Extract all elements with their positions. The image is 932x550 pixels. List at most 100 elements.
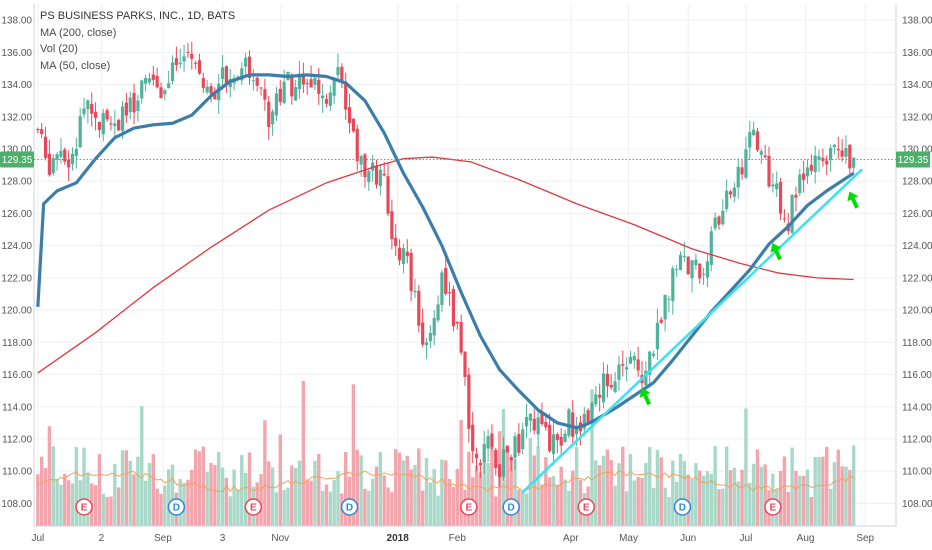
candle-body (748, 132, 752, 148)
volume-bar (155, 488, 159, 526)
arrow-shape (847, 191, 859, 209)
candle-body (490, 433, 494, 448)
volume-bar (721, 488, 725, 526)
event-label: D (173, 503, 180, 514)
volume-bar (109, 496, 113, 526)
volume-bar (397, 452, 402, 526)
y-tick-label-right: 132.00 (902, 112, 932, 123)
volume-bar (55, 478, 59, 526)
candle-body (86, 100, 90, 110)
volume-bar (232, 469, 236, 526)
symbol-title[interactable]: PS BUSINESS PARKS, INC., 1D, BATS (40, 10, 236, 22)
volume-bar (228, 496, 232, 526)
volume-bar (205, 472, 209, 526)
x-tick-label: 2 (99, 533, 105, 544)
volume-bar (713, 446, 717, 526)
volume-bar (259, 474, 263, 526)
y-tick-label-left: 110.00 (2, 467, 32, 478)
event-circle (460, 498, 478, 516)
candle-body (220, 67, 225, 79)
volume-bar (128, 460, 132, 526)
volume-bar (420, 490, 425, 526)
volume-bar (378, 451, 383, 526)
y-tick-label-right: 134.00 (902, 80, 932, 91)
y-tick-label-left: 134.00 (1, 80, 32, 91)
candle-body (55, 154, 59, 160)
volume-bar (147, 463, 152, 526)
volume-bar (447, 478, 452, 526)
candle-body (809, 164, 813, 171)
volume-bar (220, 467, 225, 526)
volume-bar (136, 456, 140, 526)
candle-body (120, 106, 125, 131)
x-tick-label: Jul (31, 533, 44, 544)
candle-body (582, 413, 586, 429)
candle-body (536, 417, 540, 435)
volume-bar (671, 460, 675, 526)
candle-body (297, 73, 302, 90)
candle-body (532, 418, 536, 431)
candle-body (463, 351, 467, 377)
earnings-marker: E (75, 498, 93, 516)
volume-bar (798, 475, 802, 526)
candle-body (625, 367, 629, 370)
volume-bar (778, 471, 783, 526)
candle-body (474, 453, 479, 459)
volume-bar (43, 468, 48, 526)
event-circle (75, 498, 93, 516)
candle-body (78, 116, 82, 148)
volume-bar (344, 452, 348, 526)
event-label: E (81, 503, 88, 514)
candle-body (390, 211, 394, 240)
x-tick-label: Aug (797, 533, 815, 544)
candle-body (840, 150, 844, 157)
earnings-marker: E (244, 498, 263, 516)
candle-body (598, 394, 602, 398)
volume-bar (794, 470, 798, 526)
volume-bar (370, 478, 375, 526)
volume-bar (274, 492, 279, 526)
volume-bar (47, 426, 52, 526)
legend-volume[interactable]: Vol (20) (40, 43, 78, 55)
volume-bar (563, 479, 567, 526)
event-circle (167, 498, 186, 516)
volume-bar (482, 457, 486, 526)
volume-bar (840, 466, 844, 526)
price-tag-bg (896, 151, 930, 168)
candle-body (301, 73, 305, 85)
candle-body (467, 374, 471, 429)
volume-bar (336, 471, 340, 526)
candle-body (505, 445, 509, 453)
volume-bar (605, 449, 610, 526)
arrow-annotations (639, 191, 859, 406)
candle-body (825, 160, 829, 165)
volume-bar (166, 469, 171, 526)
candle-body (740, 167, 744, 175)
volume-bar (705, 471, 710, 526)
candle-body (632, 356, 636, 361)
volume-bar (817, 456, 821, 526)
candle-body (555, 434, 559, 441)
candle-body (790, 194, 794, 233)
candle-body (247, 56, 252, 78)
y-tick-label-left: 108.00 (1, 499, 32, 510)
legend-ma200[interactable]: MA (200, close) (40, 26, 117, 39)
candle-body (90, 104, 94, 114)
candle-body (309, 79, 313, 88)
candle-body (294, 87, 298, 101)
event-circle (764, 498, 782, 516)
volume-bar (686, 474, 690, 526)
volume-bar (332, 480, 336, 526)
volume-bar (374, 466, 379, 526)
y-tick-label-right: 126.00 (902, 209, 932, 220)
volume-bar (432, 468, 436, 526)
candle-body (170, 62, 175, 81)
candle-body (240, 68, 244, 81)
earnings-marker: E (577, 498, 595, 516)
volume-bar (640, 478, 644, 526)
volume-bar (786, 491, 790, 526)
trendline[interactable] (521, 168, 863, 494)
candle-body (409, 252, 413, 292)
legend-ma50[interactable]: MA (50, close) (40, 59, 111, 72)
